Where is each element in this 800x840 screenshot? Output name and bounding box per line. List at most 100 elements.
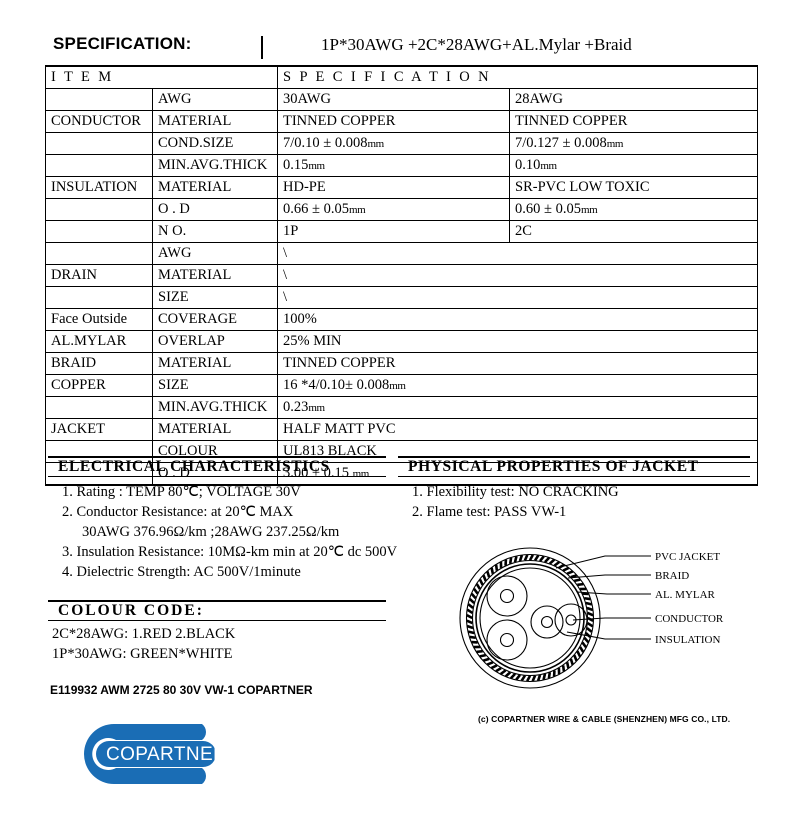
specification-value: 1P*30AWG +2C*28AWG+AL.Mylar +Braid — [321, 35, 632, 54]
row-item: N O. — [152, 220, 278, 243]
colour-code-title: COLOUR CODE: — [58, 602, 204, 619]
leader-al-mylar — [576, 591, 651, 595]
electrical-line: 30AWG 376.96Ω/km ;28AWG 237.25Ω/km — [82, 524, 340, 541]
row-spec-a: 1P — [277, 220, 510, 243]
row-spec: HALF MATT PVC — [277, 418, 758, 441]
row-category: COPPER — [45, 374, 153, 397]
row-spec-b: 2C — [509, 220, 758, 243]
table-row: CONDUCTOR MATERIAL TINNED COPPER TINNED COP… — [45, 110, 758, 133]
physical-line: 2. Flame test: PASS VW-1 — [412, 504, 567, 521]
table-row: COND.SIZE 7/0.10 ± 0.008mm 7/0.127 ± 0.008… — [45, 132, 758, 155]
row-spec-b: 7/0.127 ± 0.008mm — [509, 132, 758, 155]
braid-hatch-group — [466, 554, 594, 682]
mylar-inner-circle — [479, 567, 581, 669]
callout-label: INSULATION — [655, 634, 720, 646]
colour-code-lines: 2C*28AWG: 1.RED 2.BLACK 1P*30AWG: GREEN*… — [48, 621, 386, 664]
row-category — [45, 396, 153, 419]
row-spec: 25% MIN — [277, 330, 758, 353]
row-spec: 0.23mm — [277, 396, 758, 419]
insulation-circle — [486, 575, 528, 617]
logo-c-shape — [84, 724, 206, 784]
electrical-characteristics-panel: ELECTRICAL CHARACTERISTICS 1. Rating : T… — [48, 456, 397, 582]
row-category: CONDUCTOR — [45, 110, 153, 133]
panel-rule-under-title — [48, 620, 386, 622]
row-category — [45, 220, 153, 243]
row-spec: \ — [277, 264, 758, 287]
specification-label: SPECIFICATION: — [53, 34, 192, 53]
table-row: SIZE \ — [45, 286, 758, 309]
row-item: MATERIAL — [152, 110, 278, 133]
row-item: OVERLAP — [152, 330, 278, 353]
row-category — [45, 132, 153, 155]
table-row: AWG 30AWG 28AWG — [45, 88, 758, 111]
table-row: AL.MYLAR OVERLAP 25% MIN — [45, 330, 758, 353]
row-item: SIZE — [152, 374, 278, 397]
row-spec-a: 0.15mm — [277, 154, 510, 177]
header-divider-tick — [261, 36, 263, 59]
row-spec: 16 *4/0.10± 0.008mm — [277, 374, 758, 397]
table-row: INSULATION MATERIAL HD-PE SR-PVC LOW TOXIC — [45, 176, 758, 199]
electrical-line: 4. Dielectric Strength: AC 500V/1minute — [62, 564, 301, 581]
panel-rule-top — [398, 456, 750, 458]
conductor-circle — [499, 632, 515, 648]
row-spec-b: TINNED COPPER — [509, 110, 758, 133]
row-spec: \ — [277, 286, 758, 309]
copartner-logo: COPARTNER — [52, 718, 242, 790]
insulation-circle — [486, 619, 528, 661]
colour-code-line: 1P*30AWG: GREEN*WHITE — [52, 646, 233, 663]
row-category — [45, 242, 153, 265]
row-spec-b: 0.60 ± 0.05mm — [509, 198, 758, 221]
physical-properties-title: PHYSICAL PROPERTIES OF JACKET — [408, 458, 699, 475]
row-item: O . D — [152, 462, 278, 486]
row-spec-b: SR-PVC LOW TOXIC — [509, 176, 758, 199]
table-row: COPPER SIZE 16 *4/0.10± 0.008mm — [45, 374, 758, 397]
al-mylar-circle — [475, 563, 585, 673]
row-spec-a: TINNED COPPER — [277, 110, 510, 133]
conductor-circle — [540, 615, 554, 629]
row-spec-a: 0.66 ± 0.05mm — [277, 198, 510, 221]
row-category: INSULATION — [45, 176, 153, 199]
row-category — [45, 154, 153, 177]
physical-properties-lines: 1. Flexibility test: NO CRACKING 2. Flam… — [398, 477, 750, 522]
row-spec-a: 30AWG — [277, 88, 510, 111]
row-category: DRAIN — [45, 264, 153, 287]
electrical-line: 2. Conductor Resistance: at 20℃ MAX — [62, 504, 294, 521]
row-category — [45, 88, 153, 111]
physical-properties-panel: PHYSICAL PROPERTIES OF JACKET 1. Flexibi… — [398, 456, 750, 522]
table-row: MIN.AVG.THICK 0.15mm 0.10mm — [45, 154, 758, 177]
table-row: JACKET MATERIAL HALF MATT PVC — [45, 418, 758, 441]
row-item: SIZE — [152, 286, 278, 309]
callout-labels: PVC JACKET BRAID AL. MYLAR CONDUCTOR INS… — [655, 551, 724, 646]
colour-code-panel: COLOUR CODE: 2C*28AWG: 1.RED 2.BLACK 1P*… — [48, 600, 386, 664]
panel-rule-under-title — [48, 476, 386, 478]
column-header-specification: S P E C I F I C A T I O N — [277, 65, 758, 89]
colour-code-line: 2C*28AWG: 1.RED 2.BLACK — [52, 626, 236, 643]
leader-pvc-jacket — [555, 555, 651, 569]
logo-pill-shape — [96, 741, 216, 767]
row-spec: TINNED COPPER — [277, 352, 758, 375]
row-spec-b: 0.10mm — [509, 154, 758, 177]
leader-braid — [567, 574, 651, 579]
insulation-circle — [554, 603, 588, 637]
table-row: AWG \ — [45, 242, 758, 265]
callout-leader-lines — [555, 555, 651, 640]
braid-inner-circle — [471, 559, 589, 677]
leader-insulation — [566, 631, 651, 640]
row-item: COND.SIZE — [152, 132, 278, 155]
row-spec-a: 7/0.10 ± 0.008mm — [277, 132, 510, 155]
row-item: MATERIAL — [152, 264, 278, 287]
row-category: BRAID — [45, 352, 153, 375]
callout-label: PVC JACKET — [655, 551, 720, 563]
row-category: JACKET — [45, 418, 153, 441]
table-row: Face Outside COVERAGE 100% — [45, 308, 758, 331]
insulation-circle — [530, 605, 564, 639]
column-header-item: I T E M — [45, 65, 278, 89]
panel-rule-under-title — [398, 476, 750, 478]
sheet-header: SPECIFICATION: 1P*30AWG +2C*28AWG+AL.Myl… — [45, 34, 757, 64]
panel-rule-top — [48, 600, 386, 602]
row-item: COVERAGE — [152, 308, 278, 331]
